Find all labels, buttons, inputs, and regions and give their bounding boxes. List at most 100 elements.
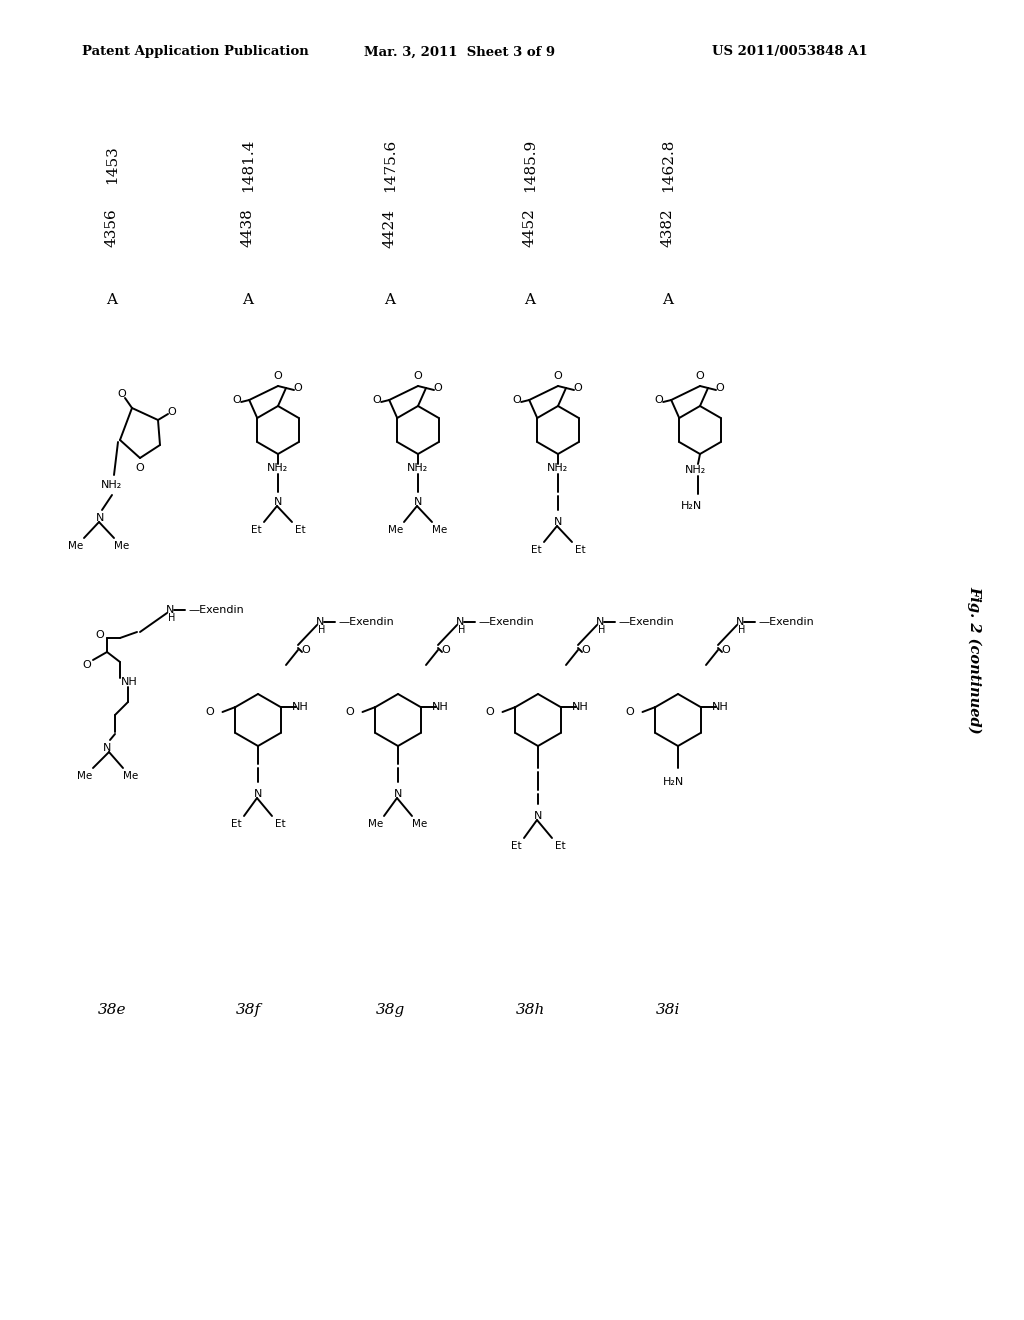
Text: 1462.8: 1462.8 [662,139,675,191]
Text: H: H [598,624,605,635]
Text: O: O [168,407,176,417]
Text: H₂N: H₂N [664,777,685,787]
Text: —Exendin: —Exendin [758,616,814,627]
Text: O: O [205,708,214,717]
Text: H: H [318,624,326,635]
Text: 4356: 4356 [105,209,119,247]
Text: 4438: 4438 [241,209,255,247]
Text: O: O [345,708,354,717]
Text: NH₂: NH₂ [408,463,429,473]
Text: N: N [414,498,422,507]
Text: O: O [513,395,521,405]
Text: O: O [433,383,442,393]
Text: O: O [414,371,422,381]
Text: O: O [582,645,591,655]
Text: N: N [534,810,542,821]
Text: N: N [254,789,262,799]
Text: 1485.9: 1485.9 [523,139,537,191]
Text: O: O [135,463,144,473]
Text: N: N [315,616,325,627]
Text: 1481.4: 1481.4 [241,139,255,191]
Text: O: O [625,708,634,717]
Text: N: N [394,789,402,799]
Text: NH: NH [432,702,449,711]
Text: A: A [663,293,674,308]
Text: A: A [524,293,536,308]
Text: 38i: 38i [655,1003,680,1016]
Text: Et: Et [274,818,286,829]
Text: Patent Application Publication: Patent Application Publication [82,45,308,58]
Text: Me: Me [69,541,84,550]
Text: N: N [736,616,744,627]
Text: Me: Me [78,771,92,781]
Text: H: H [168,612,176,623]
Text: H: H [459,624,466,635]
Text: Me: Me [388,525,403,535]
Text: —Exendin: —Exendin [188,605,244,615]
Text: Fig. 2 (continued): Fig. 2 (continued) [968,586,982,734]
Text: Mar. 3, 2011  Sheet 3 of 9: Mar. 3, 2011 Sheet 3 of 9 [365,45,556,58]
Text: O: O [95,630,104,640]
Text: Me: Me [115,541,130,550]
Text: N: N [554,517,562,527]
Text: O: O [716,383,724,393]
Text: O: O [554,371,562,381]
Text: 38e: 38e [97,1003,126,1016]
Text: NH₂: NH₂ [548,463,568,473]
Text: N: N [456,616,464,627]
Text: H₂N: H₂N [681,502,702,511]
Text: N: N [273,498,283,507]
Text: O: O [485,708,494,717]
Text: NH₂: NH₂ [101,480,123,490]
Text: O: O [722,645,730,655]
Text: A: A [106,293,118,308]
Text: O: O [302,645,310,655]
Text: —Exendin: —Exendin [478,616,534,627]
Text: 4382: 4382 [662,209,675,247]
Text: O: O [232,395,242,405]
Text: Et: Et [530,545,542,554]
Text: 4452: 4452 [523,209,537,247]
Text: O: O [441,645,451,655]
Text: N: N [596,616,604,627]
Text: NH: NH [712,702,729,711]
Text: N: N [102,743,112,752]
Text: —Exendin: —Exendin [618,616,674,627]
Text: NH: NH [572,702,589,711]
Text: Et: Et [511,841,521,851]
Text: NH₂: NH₂ [684,465,706,475]
Text: N: N [96,513,104,523]
Text: H: H [738,624,745,635]
Text: NH: NH [292,702,309,711]
Text: A: A [384,293,395,308]
Text: Me: Me [413,818,428,829]
Text: Et: Et [295,525,305,535]
Text: O: O [373,395,382,405]
Text: N: N [166,605,174,615]
Text: 1475.6: 1475.6 [383,139,397,191]
Text: O: O [273,371,283,381]
Text: 1453: 1453 [105,145,119,185]
Text: NH₂: NH₂ [267,463,289,473]
Text: Et: Et [251,525,261,535]
Text: US 2011/0053848 A1: US 2011/0053848 A1 [712,45,867,58]
Text: O: O [573,383,583,393]
Text: 38h: 38h [515,1003,545,1016]
Text: Et: Et [555,841,565,851]
Text: 38g: 38g [376,1003,404,1016]
Text: 4424: 4424 [383,209,397,248]
Text: O: O [654,395,664,405]
Text: O: O [83,660,91,671]
Text: O: O [695,371,705,381]
Text: 38f: 38f [236,1003,260,1016]
Text: NH: NH [121,677,137,686]
Text: Et: Et [574,545,586,554]
Text: Me: Me [123,771,138,781]
Text: O: O [118,389,126,399]
Text: —Exendin: —Exendin [338,616,394,627]
Text: Me: Me [369,818,384,829]
Text: O: O [294,383,302,393]
Text: Et: Et [230,818,242,829]
Text: Me: Me [432,525,447,535]
Text: A: A [243,293,254,308]
